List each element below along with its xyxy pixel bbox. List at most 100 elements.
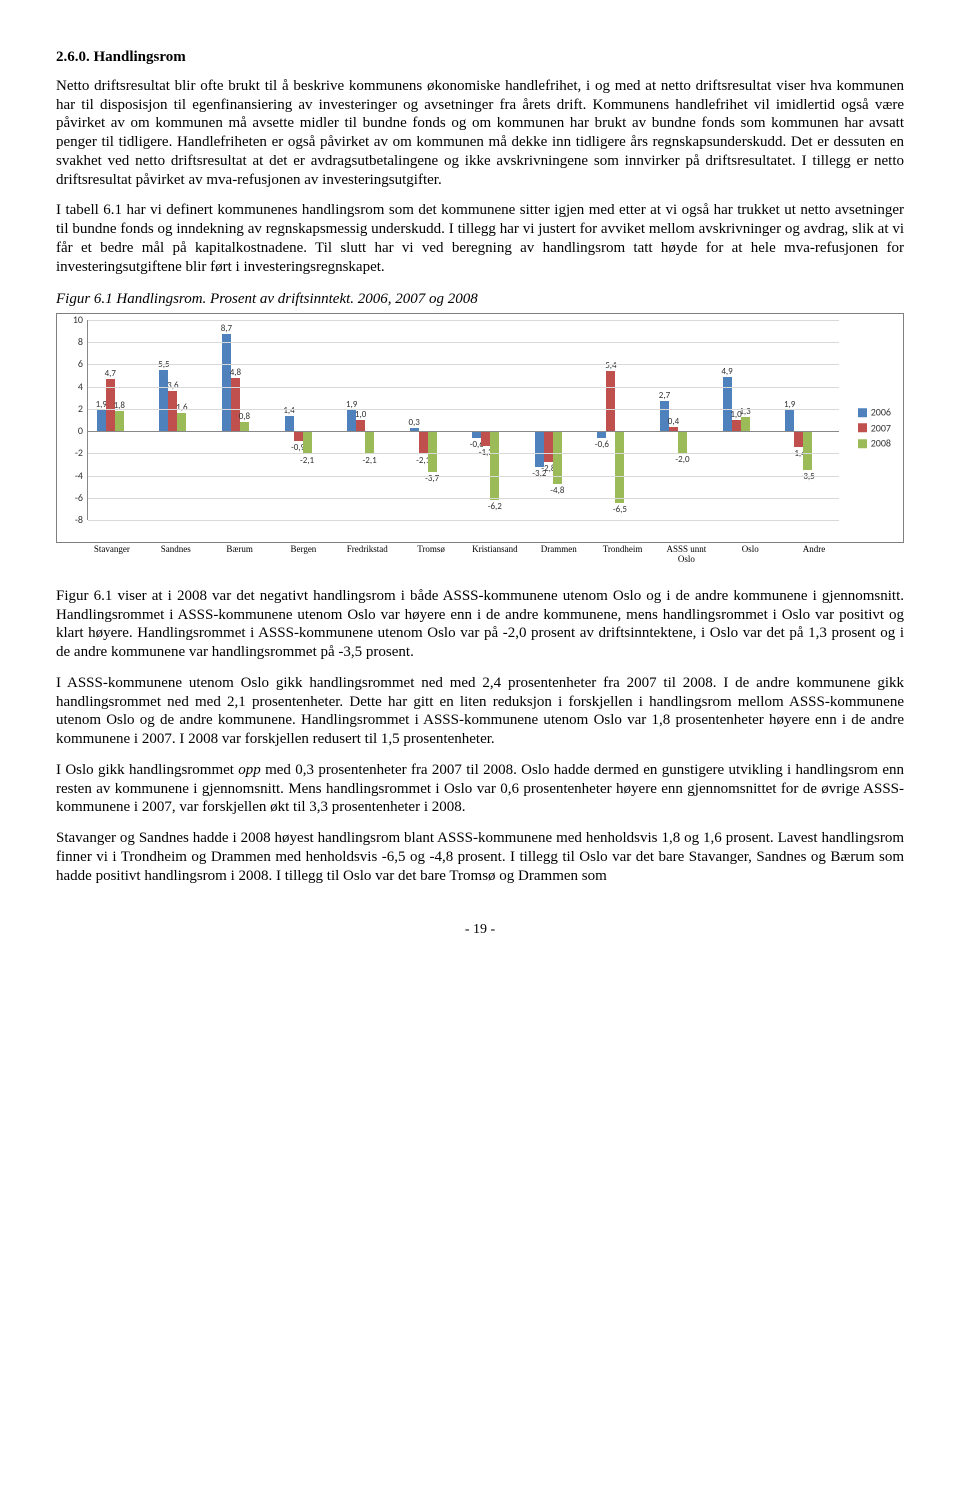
legend: 2006 2007 2008 <box>858 403 891 453</box>
x-tick-label: ASSS unntOslo <box>654 543 718 565</box>
bar-group: 5,53,61,6 <box>151 320 214 520</box>
bar <box>115 411 124 431</box>
bar-group: -0,6 5,4 -6,5 <box>589 320 652 520</box>
bar <box>785 410 794 431</box>
paragraph-2: I tabell 6.1 har vi definert kommunenes … <box>56 201 904 276</box>
bar-value-label: 1,4 <box>274 405 304 416</box>
bar <box>240 422 249 431</box>
bar-value-label: -2,1 <box>292 455 322 466</box>
x-tick-label: Oslo <box>718 543 782 565</box>
section-heading: 2.6.0. Handlingsrom <box>56 48 904 67</box>
bar-group: -3,2-2,8-4,8 <box>526 320 589 520</box>
bar <box>285 416 294 432</box>
x-tick-label: Drammen <box>527 543 591 565</box>
legend-swatch <box>858 424 867 433</box>
bar <box>303 431 312 454</box>
bar-value-label: 4,9 <box>712 366 742 377</box>
bar-value-label: 8,7 <box>211 323 241 334</box>
bar <box>678 431 687 453</box>
bar <box>419 431 428 454</box>
x-tick-label: Bergen <box>271 543 335 565</box>
paragraph-6: Stavanger og Sandnes hadde i 2008 høyest… <box>56 829 904 885</box>
page-number: - 19 - <box>56 921 904 939</box>
bar-value-label: 0,3 <box>399 417 429 428</box>
y-axis: -8-6-4-20246810 <box>63 320 87 520</box>
x-tick-label: Bærum <box>208 543 272 565</box>
bar-group: 0,3-2,1-3,7 <box>401 320 464 520</box>
bar-value-label: 0,4 <box>658 416 688 427</box>
bar-value-label: -4,8 <box>542 485 572 496</box>
legend-swatch <box>858 439 867 448</box>
bar-group: 4,91,01,3 <box>714 320 777 520</box>
p5-part-b: opp <box>238 762 261 778</box>
bar <box>535 431 544 467</box>
bar-group: 2,7 0,4 -2,0 <box>651 320 714 520</box>
bar-value-label: 2,7 <box>649 390 679 401</box>
bar <box>97 410 106 431</box>
bar <box>428 431 437 472</box>
bar <box>356 420 365 431</box>
bar <box>490 431 499 500</box>
paragraph-1: Netto driftsresultat blir ofte brukt til… <box>56 77 904 190</box>
bar <box>481 431 490 445</box>
bar <box>794 431 803 447</box>
x-tick-label: Fredrikstad <box>335 543 399 565</box>
p5-part-a: I Oslo gikk handlingsrommet <box>56 762 238 778</box>
bar-group: 1,9-1,4-3,5 <box>776 320 839 520</box>
bar-value-label: -6,2 <box>480 501 510 512</box>
paragraph-3: Figur 6.1 viser at i 2008 var det negati… <box>56 587 904 662</box>
y-tick-label: -6 <box>75 492 83 505</box>
bar-value-label: -3,5 <box>793 471 823 482</box>
y-tick-label: 6 <box>78 358 83 371</box>
y-tick-label: 10 <box>73 314 83 327</box>
legend-label: 2008 <box>871 437 891 450</box>
bar-group: 1,91,0-2,1 <box>338 320 401 520</box>
legend-swatch <box>858 408 867 417</box>
x-tick-label: Tromsø <box>399 543 463 565</box>
bar-value-label: -2,0 <box>667 454 697 465</box>
bar-value-label: 1,0 <box>346 409 376 420</box>
bar-value-label: 4,8 <box>220 367 250 378</box>
bar-value-label: -6,5 <box>605 504 635 515</box>
bar-value-label: 5,4 <box>596 360 626 371</box>
y-tick-label: -4 <box>75 469 83 482</box>
x-axis-labels: StavangerSandnesBærumBergenFredrikstadTr… <box>80 543 846 565</box>
y-tick-label: 2 <box>78 403 83 416</box>
bar <box>741 417 750 431</box>
paragraph-4: I ASSS-kommunene utenom Oslo gikk handli… <box>56 674 904 749</box>
legend-item: 2008 <box>858 437 891 450</box>
bar-value-label: 0,8 <box>229 411 259 422</box>
bar-value-label: 4,7 <box>95 368 125 379</box>
bar-group: -0,6-1,3-6,2 <box>463 320 526 520</box>
bar-group: 1,4-0,9-2,1 <box>276 320 339 520</box>
x-tick-label: Stavanger <box>80 543 144 565</box>
chart-handlingsrom: -8-6-4-20246810 1,94,71,85,53,61,68,74,8… <box>56 313 904 543</box>
bar <box>615 431 624 503</box>
bar-value-label: -2,1 <box>355 455 385 466</box>
y-tick-label: -2 <box>75 447 83 460</box>
plot-area: 1,94,71,85,53,61,68,74,80,81,4-0,9-2,11,… <box>87 320 839 520</box>
bar-group: 1,94,71,8 <box>88 320 151 520</box>
bar <box>544 431 553 462</box>
bar <box>177 413 186 431</box>
bar <box>723 377 732 431</box>
x-tick-label: Sandnes <box>144 543 208 565</box>
y-tick-label: 4 <box>78 380 83 393</box>
x-tick-label: Kristiansand <box>463 543 527 565</box>
x-tick-label: Andre <box>782 543 846 565</box>
bar-value-label: 1,3 <box>730 406 760 417</box>
legend-item: 2006 <box>858 406 891 419</box>
bar-value-label: -0,6 <box>587 439 617 450</box>
bar <box>732 420 741 431</box>
bar <box>803 431 812 470</box>
legend-label: 2006 <box>871 406 891 419</box>
bar <box>294 431 303 441</box>
bar-group: 8,7 4,8 0,8 <box>213 320 276 520</box>
y-tick-label: 8 <box>78 336 83 349</box>
paragraph-5: I Oslo gikk handlingsrommet opp med 0,3 … <box>56 761 904 817</box>
y-tick-label: -8 <box>75 514 83 527</box>
figure-title: Figur 6.1 Handlingsrom. Prosent av drift… <box>56 290 904 309</box>
bar <box>365 431 374 454</box>
legend-label: 2007 <box>871 422 891 435</box>
x-tick-label: Trondheim <box>591 543 655 565</box>
